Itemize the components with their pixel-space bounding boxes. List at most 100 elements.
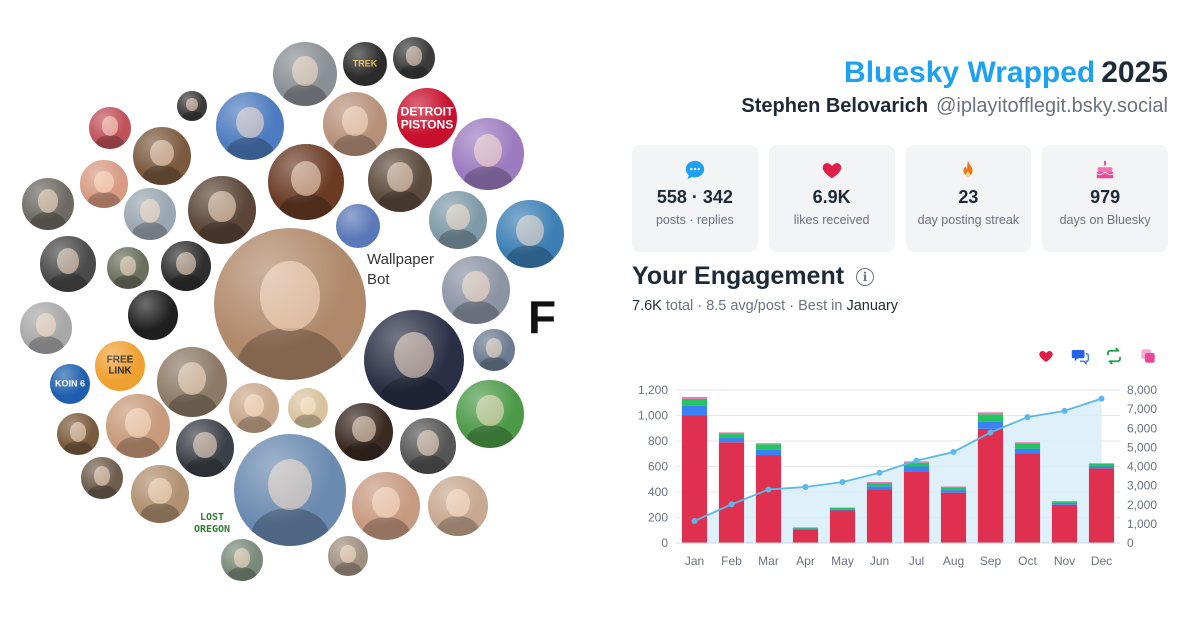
follower-avatar[interactable] bbox=[286, 386, 330, 430]
cumulative-point bbox=[950, 448, 957, 455]
follower-avatar[interactable] bbox=[219, 537, 265, 583]
avatar-body-shape bbox=[466, 424, 514, 448]
follower-avatar-logo[interactable] bbox=[126, 288, 180, 342]
stat-value-posts: 558 · 342 bbox=[656, 187, 733, 207]
follower-avatar-logo[interactable]: FREE LINK bbox=[93, 339, 147, 393]
legend-likes-heart-icon[interactable] bbox=[1036, 346, 1056, 366]
follower-avatar[interactable] bbox=[471, 327, 517, 373]
avatar-shine bbox=[40, 236, 96, 292]
y2-axis-tick-label: 2,000 bbox=[1127, 498, 1157, 512]
follower-avatar[interactable] bbox=[326, 534, 370, 578]
avatar-shine bbox=[80, 160, 128, 208]
follower-avatar[interactable] bbox=[55, 411, 101, 457]
engagement-best-month: January bbox=[846, 298, 899, 314]
follower-avatar[interactable] bbox=[38, 234, 98, 294]
bar-segment-1 bbox=[1088, 466, 1115, 469]
avatar-face-shape bbox=[290, 160, 322, 196]
avatar-shine bbox=[50, 364, 90, 404]
lost-oregon-logo[interactable]: LOST OREGON bbox=[193, 512, 231, 535]
avatar-logo-text: TREK bbox=[343, 58, 387, 68]
follower-avatar-logo[interactable]: TREK bbox=[341, 40, 389, 88]
bar-segment-1 bbox=[755, 449, 782, 456]
follower-avatar[interactable] bbox=[494, 198, 566, 270]
follower-avatar[interactable] bbox=[366, 146, 434, 214]
follower-avatar[interactable] bbox=[454, 378, 526, 450]
follower-avatar[interactable] bbox=[175, 89, 209, 123]
legend-quotes-quote-icon[interactable] bbox=[1138, 346, 1158, 366]
avatar-face-shape bbox=[139, 199, 161, 224]
bar-segment-2 bbox=[718, 433, 745, 438]
info-icon[interactable]: i bbox=[856, 267, 875, 286]
follower-avatar[interactable] bbox=[271, 40, 339, 108]
bar-segment-3 bbox=[866, 482, 893, 484]
follower-avatar-logo[interactable]: KOIN 6 bbox=[48, 362, 92, 406]
follower-avatar[interactable] bbox=[450, 116, 526, 192]
follower-avatar[interactable] bbox=[232, 432, 348, 548]
bar-segment-2 bbox=[1051, 501, 1078, 503]
follower-avatar[interactable] bbox=[333, 401, 395, 463]
follower-avatar[interactable] bbox=[398, 416, 458, 476]
follower-avatar[interactable] bbox=[321, 90, 389, 158]
follower-avatar[interactable] bbox=[104, 392, 172, 460]
avatar-body-shape bbox=[227, 566, 257, 581]
follower-avatar[interactable] bbox=[214, 90, 286, 162]
follower-avatar[interactable] bbox=[122, 186, 178, 242]
follower-avatar[interactable] bbox=[212, 226, 368, 382]
follower-avatar-logo[interactable] bbox=[334, 202, 382, 250]
avatar-shine bbox=[288, 388, 328, 428]
follower-avatar[interactable] bbox=[350, 470, 422, 542]
follower-avatar[interactable] bbox=[266, 142, 346, 222]
y2-axis-tick-label: 0 bbox=[1127, 536, 1134, 550]
avatar-face-shape bbox=[267, 458, 313, 511]
avatar-shine bbox=[221, 539, 263, 581]
follower-avatar[interactable] bbox=[362, 308, 466, 412]
follower-avatar[interactable] bbox=[186, 174, 258, 246]
avatar-shine bbox=[216, 92, 284, 160]
bar-segment-1 bbox=[718, 437, 745, 443]
follower-avatar[interactable] bbox=[426, 474, 490, 538]
avatar-face-shape bbox=[69, 422, 87, 442]
avatar-face-shape bbox=[352, 415, 376, 443]
follower-avatar[interactable] bbox=[129, 463, 191, 525]
user-handle[interactable]: @iplayitofflegit.bsky.social bbox=[936, 95, 1168, 117]
avatar-face-shape bbox=[372, 486, 400, 519]
avatar-shine bbox=[214, 228, 366, 380]
wallpaper-bot-broken-image-label[interactable]: Wallpaper Bot bbox=[367, 251, 434, 289]
follower-avatar[interactable] bbox=[79, 455, 125, 501]
follower-avatar[interactable] bbox=[155, 345, 229, 419]
follower-avatar[interactable] bbox=[440, 254, 512, 326]
follower-avatar[interactable] bbox=[174, 417, 236, 479]
page-title: Bluesky Wrapped 2025 bbox=[844, 56, 1168, 90]
bar-segment-1 bbox=[1051, 502, 1078, 505]
avatar-body-shape bbox=[168, 274, 204, 291]
legend-replies-reply-bubble-icon[interactable] bbox=[1070, 346, 1090, 366]
avatar-shine bbox=[234, 434, 346, 546]
avatar-face-shape bbox=[405, 46, 423, 66]
follower-avatar[interactable] bbox=[427, 189, 489, 251]
follower-avatar[interactable] bbox=[105, 245, 151, 291]
bar-segment-0 bbox=[940, 492, 967, 543]
avatar-shine bbox=[157, 347, 227, 417]
follower-avatar[interactable] bbox=[18, 300, 74, 356]
avatar-body-shape bbox=[294, 414, 322, 428]
follower-avatar[interactable] bbox=[227, 381, 281, 435]
follower-avatar[interactable] bbox=[391, 35, 437, 81]
bar-segment-1 bbox=[977, 421, 1004, 429]
avatar-logo-text: DETROIT PISTONS bbox=[397, 105, 457, 130]
big-f-logo[interactable]: F bbox=[528, 291, 557, 343]
follower-avatar-logo[interactable]: DETROIT PISTONS bbox=[395, 86, 459, 150]
follower-avatar[interactable] bbox=[87, 105, 133, 151]
avatar-body-shape bbox=[181, 110, 203, 121]
y2-axis-tick-label: 8,000 bbox=[1127, 383, 1157, 397]
follower-avatar[interactable] bbox=[20, 176, 76, 232]
follower-avatar[interactable] bbox=[159, 239, 213, 293]
avatar-face-shape bbox=[208, 190, 236, 223]
follower-avatar[interactable] bbox=[131, 125, 193, 187]
avatar-body-shape bbox=[399, 64, 429, 79]
legend-reposts-repost-icon[interactable] bbox=[1104, 346, 1124, 366]
y-axis-tick-label: 800 bbox=[648, 434, 668, 448]
stat-value-likes: 6.9K bbox=[812, 187, 851, 207]
follower-avatar[interactable] bbox=[78, 158, 130, 210]
avatar-face-shape bbox=[119, 256, 137, 276]
bar-segment-0 bbox=[977, 428, 1004, 543]
